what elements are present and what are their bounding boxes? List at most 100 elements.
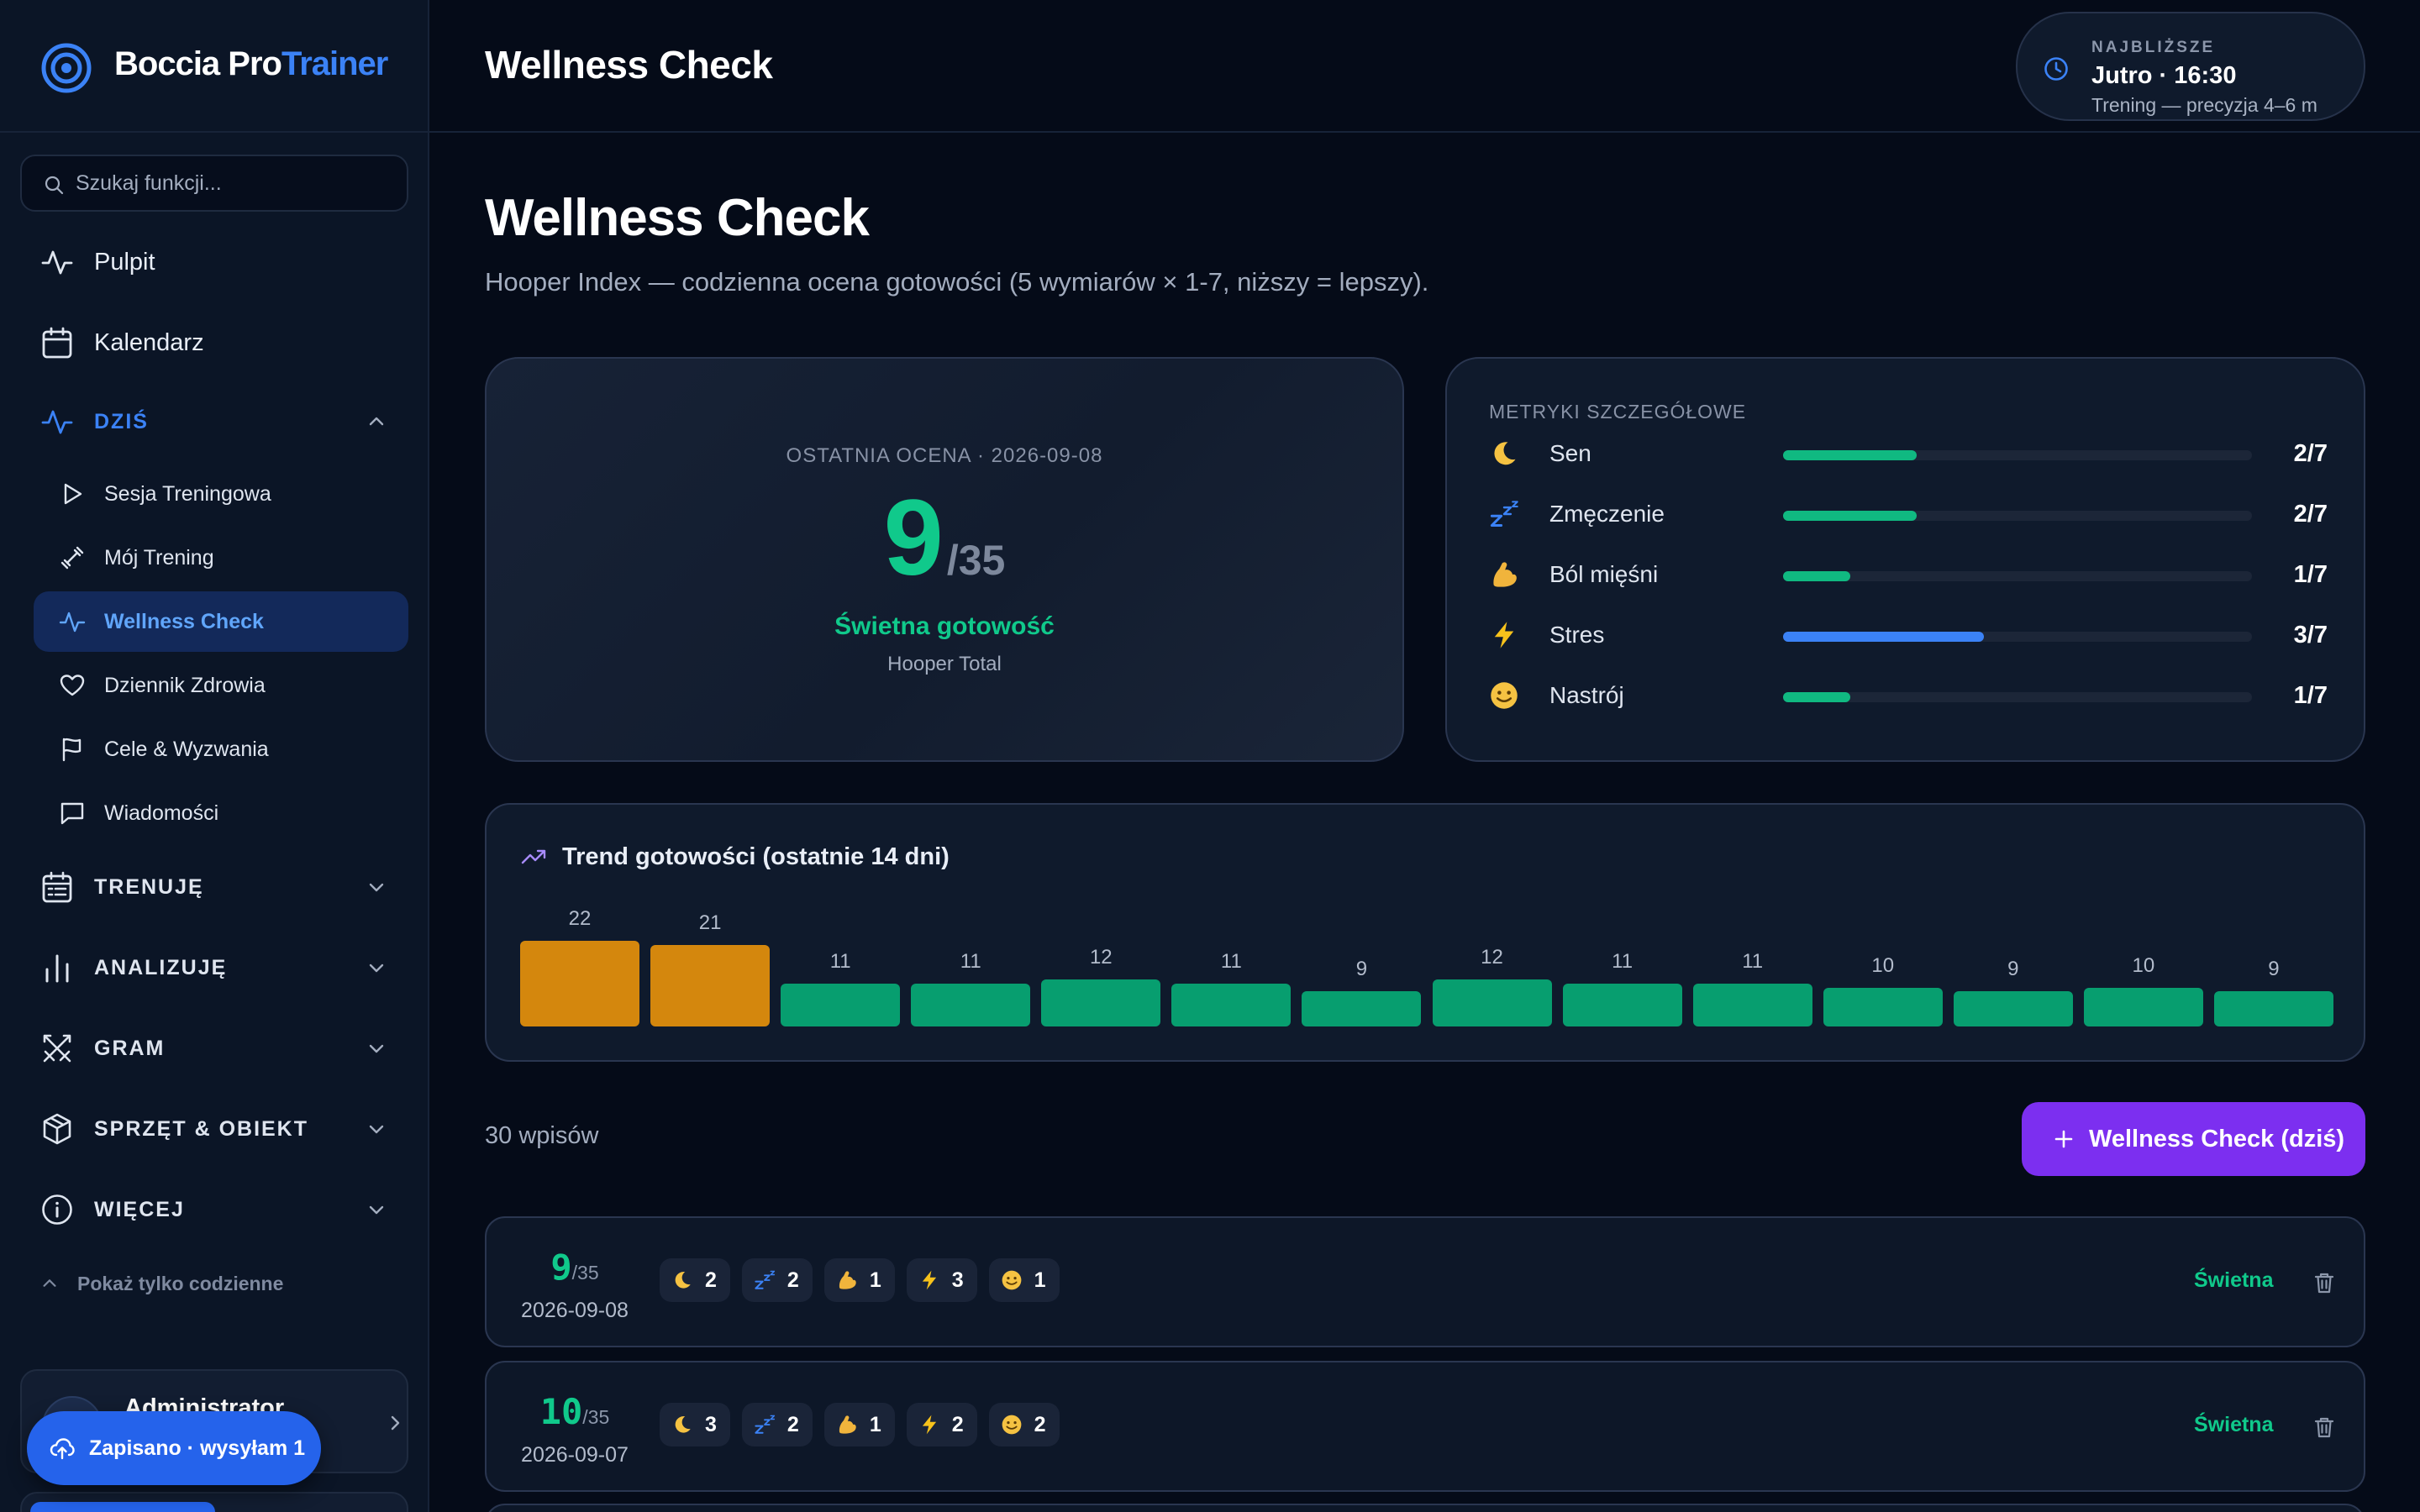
upcoming-desc: Trening — precyzja 4–6 m <box>2091 94 2317 116</box>
lightning-icon <box>918 1414 940 1436</box>
show-daily-label: Pokaż tylko codzienne <box>77 1272 284 1294</box>
activity-icon <box>41 250 73 275</box>
nav-section-dzis[interactable]: DZIŚ <box>0 388 428 455</box>
chevron-up-icon <box>43 1279 56 1287</box>
metric-row: Ból mięśni 1/7 <box>1447 549 2364 600</box>
show-daily-toggle[interactable]: Pokaż tylko codzienne <box>40 1267 283 1300</box>
page-title: Wellness Check <box>485 189 870 247</box>
latest-score-card: OSTATNIA OCENA · 2026-09-08 9/35 Świetna… <box>485 357 1404 762</box>
trend-bar <box>1953 991 2073 1026</box>
flexed-biceps-icon <box>836 1269 858 1291</box>
nav-subitem-dziennik-zdrowia[interactable]: Dziennik Zdrowia <box>34 655 408 716</box>
metric-chip: 1 <box>823 1403 895 1446</box>
metric-name: Ból mięśni <box>1549 561 1659 587</box>
metric-bar-fill <box>1783 632 1985 642</box>
trend-bar-label: 11 <box>1612 950 1634 973</box>
moon-icon <box>671 1269 693 1291</box>
nav-subitem-moj-trening[interactable]: Mój Trening <box>34 528 408 588</box>
metric-chip: 2 <box>741 1258 813 1302</box>
metric-chip-value: 1 <box>869 1412 881 1436</box>
nav-item-kalendarz[interactable]: Kalendarz <box>0 309 428 376</box>
trend-title: Trend gotowości (ostatnie 14 dni) <box>562 843 950 870</box>
metric-row: Nastrój 1/7 <box>1447 670 2364 721</box>
cloud-upload-icon <box>50 1438 75 1460</box>
latest-score-max: /35 <box>946 537 1006 584</box>
trend-bar-label: 12 <box>1481 946 1503 969</box>
trend-bar <box>911 984 1031 1026</box>
metric-bar-track <box>1783 450 2252 460</box>
search-input[interactable] <box>76 165 395 202</box>
metric-bar-track <box>1783 511 2252 521</box>
trend-bar-label: 10 <box>2132 953 2155 977</box>
sync-toast[interactable]: Zapisano · wysyłam 1 <box>27 1411 321 1485</box>
trend-bar <box>1041 979 1161 1026</box>
zzz-icon <box>754 1414 776 1436</box>
latest-score-kicker: OSTATNIA OCENA · 2026-09-08 <box>786 444 1103 467</box>
metric-chip-value: 2 <box>951 1412 964 1436</box>
trending-up-icon <box>521 849 546 864</box>
flexed-biceps-icon <box>1487 559 1521 590</box>
nav-section-label: SPRZĘT & OBIEKT <box>94 1116 309 1141</box>
metric-row: Sen 2/7 <box>1447 428 2364 479</box>
nav-section-sprzet-obiekt[interactable]: SPRZĘT & OBIEKT <box>0 1095 428 1163</box>
trash-icon[interactable] <box>2312 1415 2337 1440</box>
moon-icon <box>671 1414 693 1436</box>
chevron-up-icon <box>369 417 384 426</box>
nav-item-pulpit[interactable]: Pulpit <box>0 228 428 296</box>
nav-section-label: WIĘCEJ <box>94 1197 185 1221</box>
trend-bar-label: 11 <box>960 950 981 973</box>
nav-section-analizuje[interactable]: ANALIZUJĘ <box>0 934 428 1001</box>
metric-chip-value: 1 <box>869 1268 881 1292</box>
plus-icon <box>2054 1130 2073 1148</box>
entry-score-max: /35 <box>582 1406 610 1428</box>
message-icon <box>60 802 84 825</box>
entry-score-value: 9 <box>550 1247 572 1288</box>
list-item[interactable]: 9/35 2026-09-08 2 2 1 3 1 Świetna <box>485 1216 2365 1347</box>
add-wellness-check-button[interactable]: Wellness Check (dziś) <box>2022 1102 2365 1176</box>
topbar: Wellness Check NAJBLIŻSZE Jutro · 16:30 … <box>429 0 2420 133</box>
list-item[interactable]: 10/35 2026-09-07 3 2 1 2 2 Świetna <box>485 1361 2365 1492</box>
trend-bar-label: 10 <box>1871 953 1895 977</box>
trend-bar <box>520 941 640 1026</box>
entry-chips: 3 2 1 2 2 <box>660 1403 1060 1446</box>
trend-card: Trend gotowości (ostatnie 14 dni) 22 21 11… <box>485 803 2365 1062</box>
calendar-list-icon <box>42 871 72 903</box>
trend-bar-label: 11 <box>1742 950 1764 973</box>
upcoming-event-pill[interactable]: NAJBLIŻSZE Jutro · 16:30 Trening — precy… <box>2016 12 2365 121</box>
nav-subitem-sesja-treningowa[interactable]: Sesja Treningowa <box>34 464 408 524</box>
trend-header: Trend gotowości (ostatnie 14 dni) <box>520 840 950 874</box>
topbar-title: Wellness Check <box>485 43 773 87</box>
nav-subitem-cele-wyzwania[interactable]: Cele & Wyzwania <box>34 719 408 780</box>
play-icon <box>64 483 82 505</box>
metric-chip: 3 <box>660 1403 730 1446</box>
calendar-icon <box>42 327 72 359</box>
metric-bar-fill <box>1783 511 1918 521</box>
latest-score-value: 9 <box>883 478 944 598</box>
metric-chip: 2 <box>988 1403 1060 1446</box>
box-icon <box>43 1113 71 1145</box>
nav-item-label: Kalendarz <box>94 328 204 356</box>
trash-icon[interactable] <box>2312 1270 2337 1295</box>
nav-section-wiecej[interactable]: WIĘCEJ <box>0 1176 428 1243</box>
metric-bar-track <box>1783 632 2252 642</box>
flexed-biceps-icon <box>836 1414 858 1436</box>
trend-bar <box>1432 979 1552 1026</box>
brand-name-accent: Trainer <box>281 45 388 82</box>
trend-bar <box>1823 987 1943 1026</box>
trend-bar-label: 9 <box>1355 958 1368 981</box>
list-item <box>485 1504 2365 1512</box>
nav-section-trenuje[interactable]: TRENUJĘ <box>0 853 428 921</box>
brand[interactable]: Boccia ProTrainer <box>0 0 428 133</box>
metric-bar-track <box>1783 692 2252 702</box>
zzz-icon <box>1487 499 1521 529</box>
metric-chip: 1 <box>988 1258 1060 1302</box>
nav-section-label: DZIŚ <box>94 409 149 433</box>
metric-chip-value: 2 <box>1034 1412 1046 1436</box>
metric-chip-value: 3 <box>705 1412 717 1436</box>
sidebar-footer-bar[interactable] <box>30 1502 215 1512</box>
nav-section-gram[interactable]: GRAM <box>0 1015 428 1082</box>
nav-subitem-wiadomosci[interactable]: Wiadomości <box>34 783 408 843</box>
nav-subitem-wellness-check[interactable]: Wellness Check <box>34 591 408 652</box>
entry-date: 2026-09-08 <box>521 1299 629 1322</box>
